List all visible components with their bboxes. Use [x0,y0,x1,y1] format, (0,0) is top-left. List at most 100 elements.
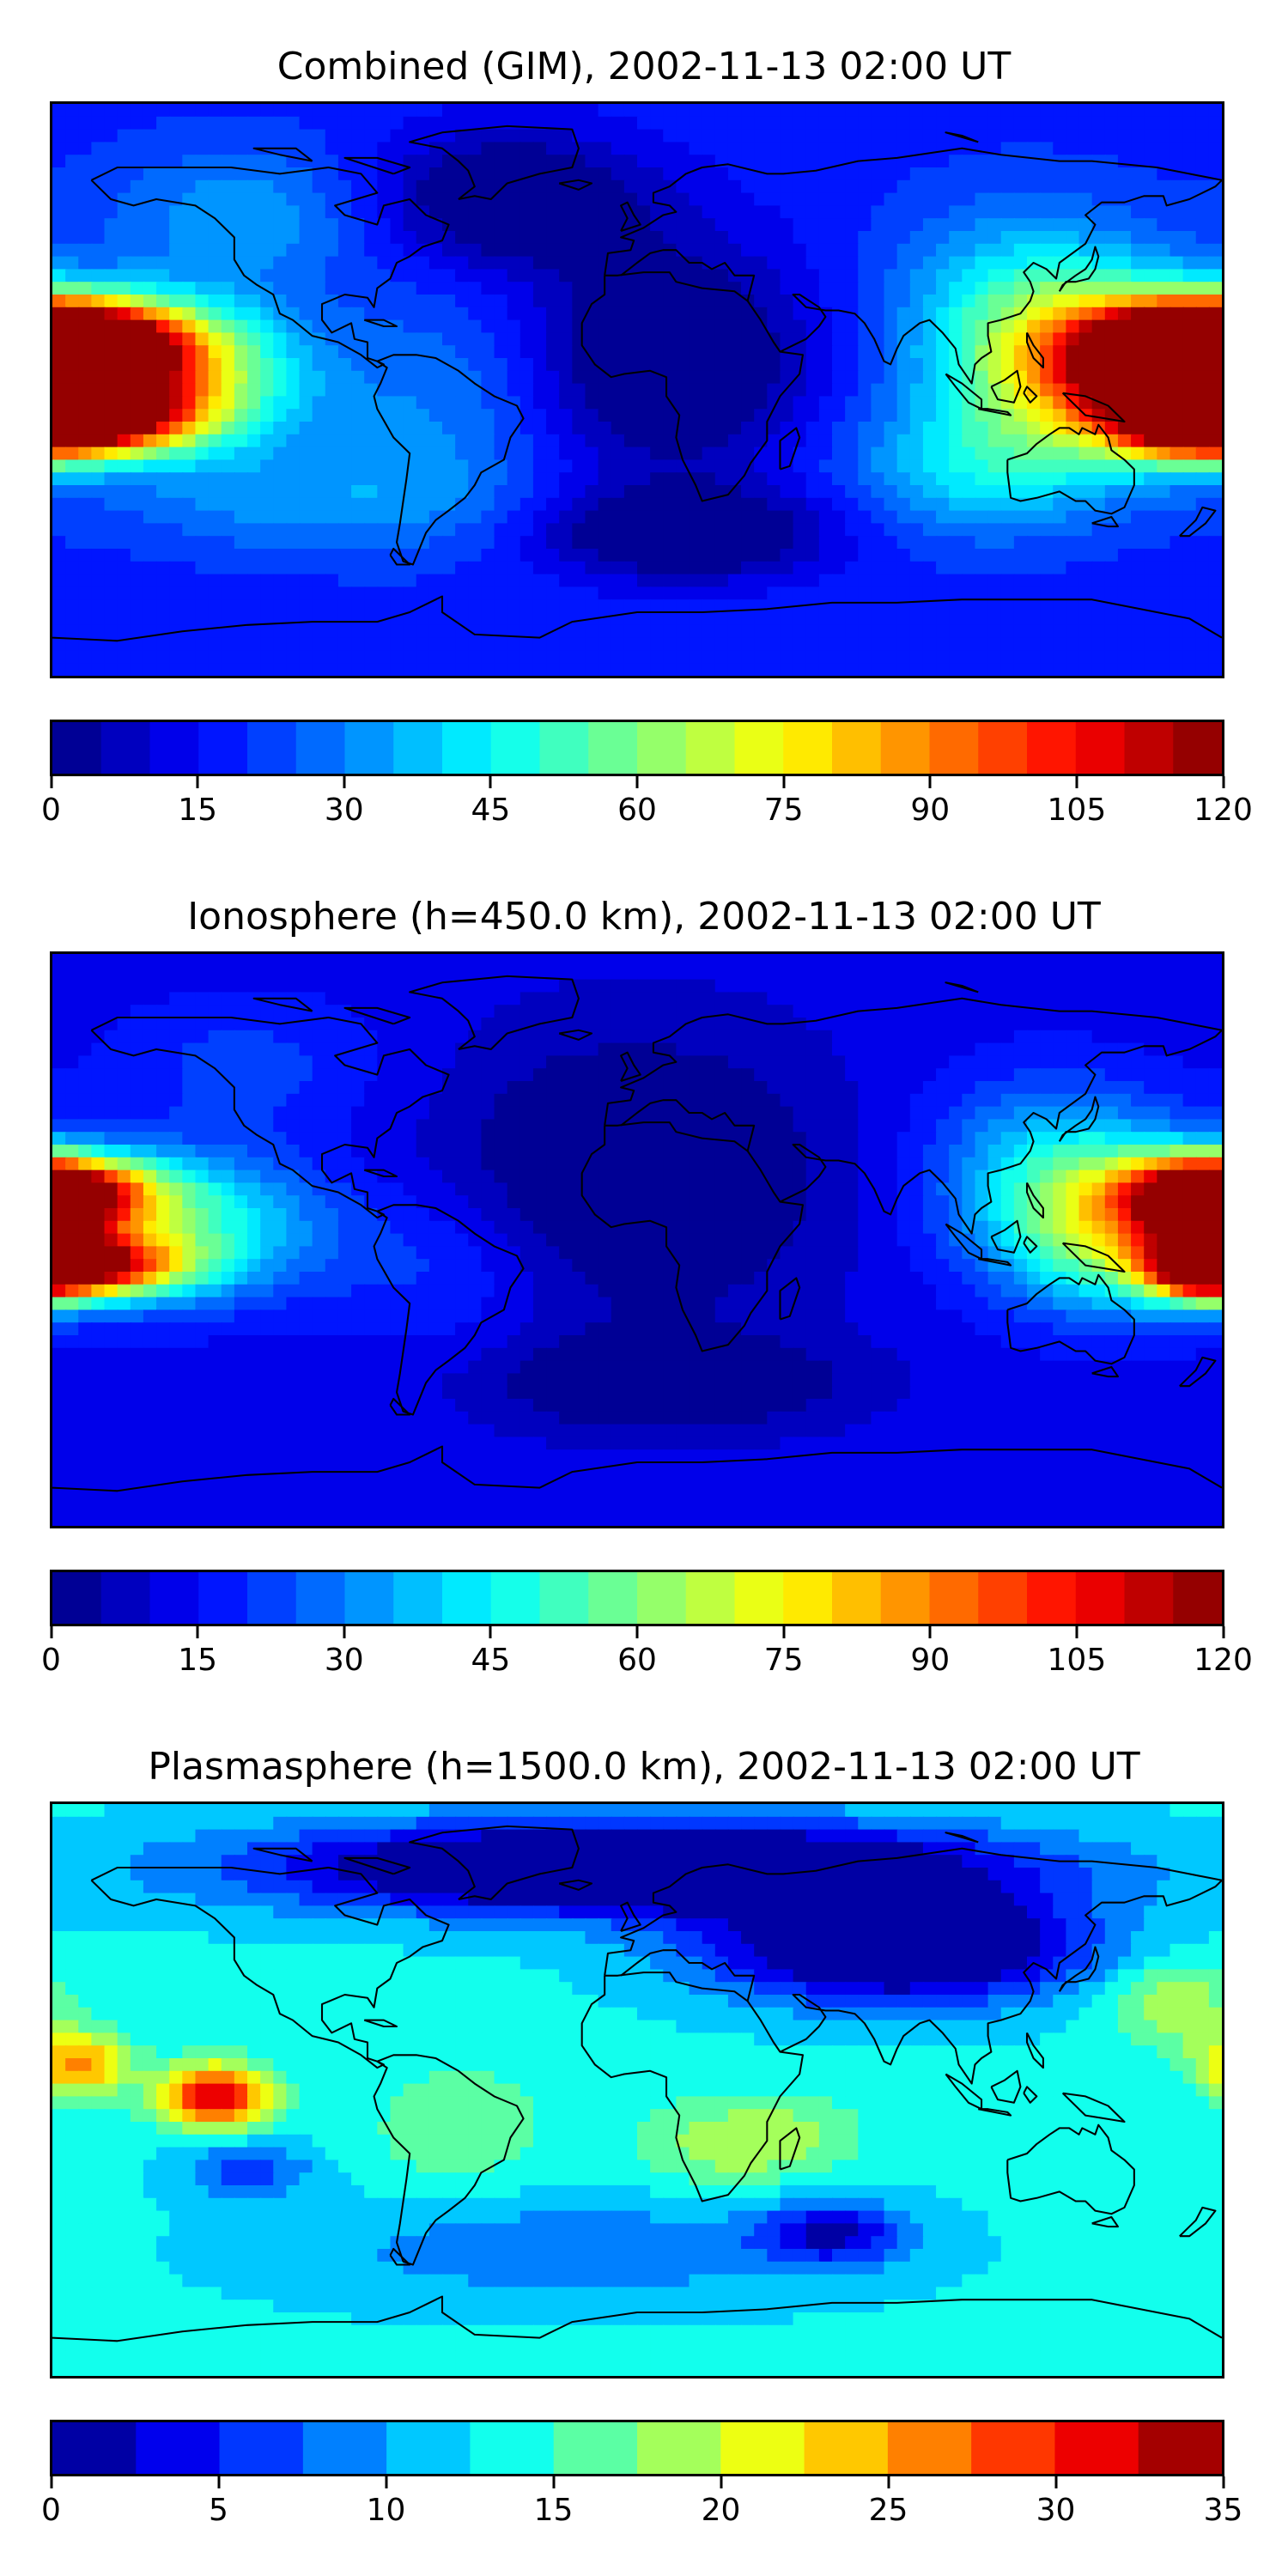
map-cell [949,472,963,487]
map-cell [689,409,703,423]
map-cell [962,510,976,525]
map-cell [754,282,769,296]
map-cell [519,497,535,512]
map-cell [650,1055,665,1070]
map-cell [702,536,716,550]
map-cell [598,129,612,143]
map-cell [468,992,483,1006]
colorbar-tick-label: 90 [910,793,951,828]
map-cell [1208,472,1222,487]
map-cell [156,523,171,538]
map-cell [767,218,781,233]
map-cell [559,992,574,1006]
map-cell [208,1055,222,1070]
map-cell [793,650,807,665]
map-cell [91,155,106,169]
map-cell [519,129,535,143]
map-cell [260,243,275,258]
map-cell [987,269,1002,283]
map-cell [234,1005,249,1019]
map-cell [1170,1030,1184,1044]
map-cell [793,1042,807,1057]
map-cell [312,205,326,220]
map-cell [676,243,690,258]
map-cell [572,231,586,245]
colorbar-tick-mark [50,776,52,788]
map-cell [169,409,184,423]
map-cell [754,497,769,512]
map-cell [1182,549,1197,562]
map-cell [1000,345,1016,360]
map-cell [727,116,743,131]
map-cell [156,1030,171,1044]
map-cell [299,282,313,296]
map-cell [1104,142,1120,156]
map-cell [364,205,379,220]
map-cell [65,104,80,118]
map-cell [143,269,158,283]
map-cell [390,218,404,233]
map-cell [208,167,222,181]
map-cell [598,979,612,993]
map-cell [377,574,392,588]
map-cell [507,574,521,588]
map-cell [676,637,690,652]
map-cell [805,256,821,270]
map-cell [428,192,444,207]
map-cell [585,497,599,512]
map-cell [428,319,444,334]
map-cell [182,1018,197,1031]
map-cell [585,523,599,538]
map-cell [805,586,821,601]
map-cell [455,1018,470,1031]
map-cell [312,459,326,474]
map-cell [1208,116,1222,131]
map-cell [195,129,210,143]
map-cell [611,1018,626,1031]
map-cell [130,434,145,448]
map-cell [676,1055,690,1070]
coastline [90,166,450,369]
map-cell [585,422,599,435]
map-cell [702,396,716,410]
map-cell [208,319,222,334]
map-cell [832,612,847,626]
map-cell [519,1055,535,1070]
map-cell [922,116,938,131]
map-cell [494,561,508,575]
map-cell [884,167,898,181]
map-cell [858,218,872,233]
map-cell [312,485,326,499]
map-cell [714,624,730,639]
map-cell [962,459,976,474]
map-cell [507,358,521,372]
map-cell [428,434,444,448]
map-cell [52,561,67,575]
map-cell [714,345,730,360]
map-cell [1000,167,1016,181]
map-cell [403,497,417,512]
map-cell [832,497,847,512]
map-cell [130,485,145,499]
map-cell [519,370,535,385]
map-cell [1157,231,1171,245]
map-cell [559,561,574,575]
map-cell [143,1042,158,1057]
map-cell [1208,523,1222,538]
map-cell [65,383,80,398]
map-cell [585,447,599,461]
map-cell [1013,549,1029,562]
map-cell [507,510,521,525]
map-cell [1117,269,1133,283]
coastline [978,408,1012,416]
map-cell [922,179,938,194]
map-cell [91,523,106,538]
map-cell [428,142,444,156]
map-cell [208,485,222,499]
map-cell [637,586,652,601]
map-cell [507,269,521,283]
map-cell [546,663,561,676]
map-cell [689,612,703,626]
map-cell [260,383,275,398]
map-cell [494,536,508,550]
